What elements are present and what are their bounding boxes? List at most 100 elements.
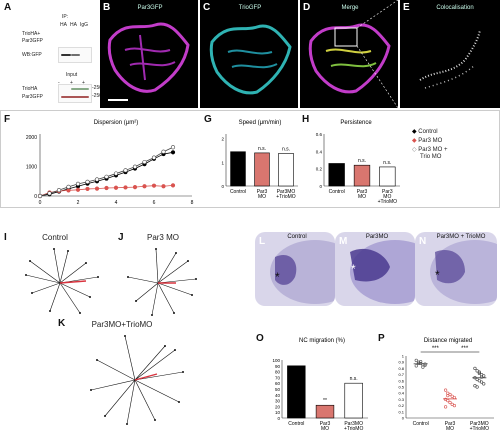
embryo-par3mo-triomo-image	[430, 240, 497, 304]
data-point	[473, 366, 477, 371]
track-vector-tip	[182, 371, 184, 373]
y-tick-label: 30	[275, 399, 281, 404]
significance-label: n.s.	[358, 158, 366, 164]
bar	[344, 382, 363, 419]
data-point	[123, 168, 128, 173]
track-vector-tip	[29, 260, 31, 262]
significance-label: n.s.	[282, 146, 290, 152]
category-label: +TrioMO	[378, 199, 398, 205]
input-band	[61, 96, 89, 98]
data-point	[446, 399, 450, 403]
significance-label: ***	[432, 346, 440, 352]
track-vector-tip	[104, 415, 106, 417]
track-vector	[157, 252, 177, 284]
embryo-control: L Control *	[255, 232, 335, 306]
panel-title-c: TrioGFP	[238, 5, 262, 11]
panel-label-a: A	[4, 2, 12, 13]
row-label-1: TrioHA+	[22, 31, 41, 37]
panel-title-k: Par3MO+TrioMO	[91, 320, 153, 329]
track-vector	[157, 282, 175, 314]
data-point	[477, 370, 481, 374]
data-point	[123, 185, 128, 190]
significance-label: n.s.	[350, 376, 358, 382]
panel-label-b: B	[103, 2, 111, 13]
y-tick-label: 0	[34, 194, 37, 200]
row-label-2: Par3GFP	[22, 38, 43, 44]
micrograph-triogfp: C TrioGFP	[200, 0, 298, 108]
significance-label: **	[323, 398, 327, 404]
track-vector-tip	[195, 278, 197, 280]
input-row-2: Par3GFP	[22, 94, 43, 100]
track-vector-tip	[25, 274, 27, 276]
data-point	[37, 193, 43, 199]
track-vector-tip	[97, 276, 99, 278]
data-point	[479, 375, 484, 379]
y-tick-label: 0.8	[398, 366, 404, 371]
input-row-1: TrioHA	[22, 86, 38, 92]
x-tick-label: 6	[153, 200, 156, 206]
track-vector-tip	[127, 276, 129, 278]
panel-title-m: Par3MO	[365, 234, 389, 240]
y-tick-label: 1	[221, 160, 224, 165]
data-point	[170, 145, 176, 150]
track-vector	[157, 282, 193, 296]
data-point	[75, 187, 81, 192]
y-tick-label: 0.4	[398, 391, 404, 396]
embryo-par3mo-image	[350, 240, 415, 304]
y-tick-label: 0.3	[398, 397, 404, 402]
x-tick-label: 8	[191, 200, 194, 206]
track-vector-tip	[49, 310, 51, 312]
data-point	[66, 184, 71, 189]
track-vector	[127, 276, 159, 284]
category-label: +TrioMO	[470, 426, 490, 432]
category-label: Control	[288, 421, 304, 427]
y-tick-label: 0.7	[398, 372, 404, 377]
category-label: Par3	[320, 421, 331, 427]
legend-label: Par3 MO	[418, 138, 443, 144]
chart-f-dispersion: Dispersion (μm²) 0 2 4 6 8 0 1000 2000	[26, 120, 194, 206]
ip-col-1: HA	[60, 22, 67, 28]
track-vector	[59, 282, 81, 314]
panel-label-j: J	[118, 232, 124, 243]
panel-title-j: Par3 MO	[146, 233, 179, 242]
y-tick-label: 0	[402, 416, 405, 421]
chart-g-speed: Speed (μm/min) 0 1 2 Control Par3MO n.s. Par3MO…	[221, 120, 298, 200]
data-point	[452, 403, 456, 408]
data-point	[414, 358, 418, 362]
significance-label: n.s.	[383, 160, 391, 166]
data-point	[94, 186, 100, 191]
track-vector	[104, 379, 136, 417]
track-vector	[31, 282, 61, 294]
data-point	[161, 184, 166, 189]
panel-title-e: Colocalisation	[436, 5, 474, 11]
legend-item: ◆ Par3 MO	[412, 138, 443, 144]
marker-1: -250	[92, 85, 103, 91]
input-sign-3: +	[82, 80, 85, 86]
data-point	[170, 150, 176, 155]
panel-label-f: F	[4, 114, 11, 125]
y-tick-label: 1	[402, 354, 405, 359]
track-vector-tip	[124, 335, 126, 337]
data-point	[85, 179, 90, 184]
data-point	[161, 149, 166, 154]
legend-item: Trio MO	[420, 154, 441, 160]
legend-item: ◆ Control	[412, 129, 438, 135]
data-point	[446, 394, 450, 398]
data-point	[85, 186, 90, 192]
data-point	[66, 188, 71, 193]
data-point	[132, 185, 138, 190]
panel-title-b: Par3GFP	[137, 5, 163, 11]
bar	[315, 404, 335, 419]
data-point	[448, 400, 452, 405]
legend-label: Par3 MO +	[418, 147, 448, 153]
legend-item: ◇ Par3 MO +	[412, 147, 448, 153]
track-vector	[157, 260, 189, 284]
ip-col-3: IgG	[80, 22, 89, 28]
bar	[254, 152, 270, 187]
input-band	[71, 88, 89, 90]
track-vector-tip	[31, 292, 33, 294]
mean-vector	[134, 373, 158, 381]
bar	[328, 163, 345, 187]
